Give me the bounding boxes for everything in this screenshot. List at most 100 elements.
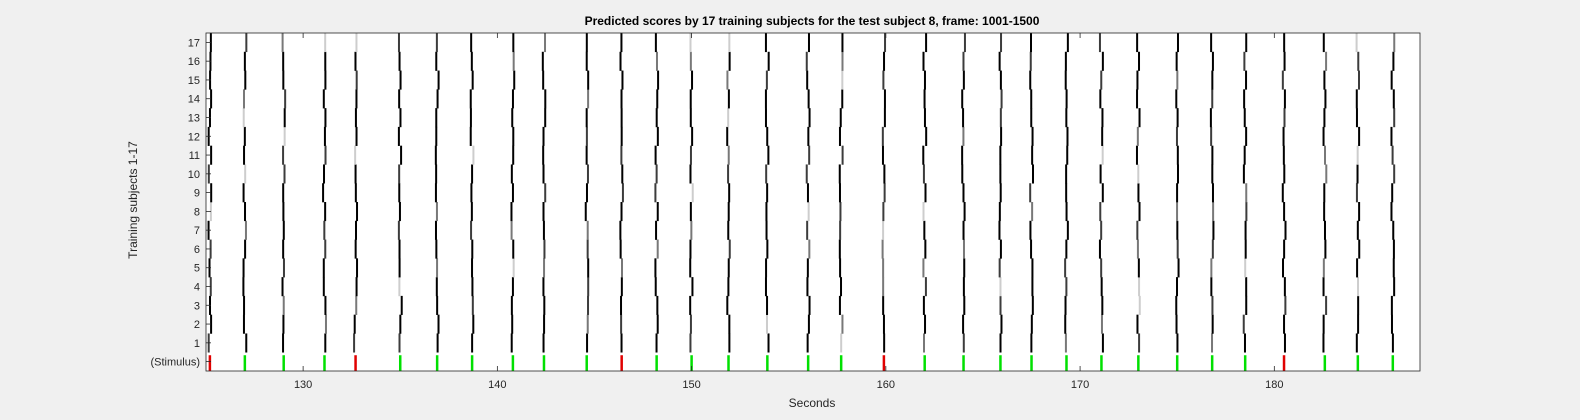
score-mark bbox=[766, 239, 769, 259]
score-mark bbox=[727, 277, 730, 297]
score-mark bbox=[1322, 33, 1325, 53]
score-mark bbox=[806, 258, 809, 278]
score-mark bbox=[543, 295, 546, 315]
y-tick-label: 9 bbox=[194, 188, 200, 200]
score-mark bbox=[471, 277, 474, 297]
score-mark bbox=[962, 220, 965, 240]
score-mark bbox=[962, 314, 965, 334]
stimulus-mark bbox=[1175, 355, 1179, 371]
score-mark bbox=[1101, 108, 1104, 128]
score-mark bbox=[807, 314, 810, 334]
y-tick-label: 2 bbox=[194, 319, 200, 331]
score-mark bbox=[1243, 89, 1246, 109]
score-mark bbox=[1066, 220, 1069, 240]
stimulus-mark bbox=[999, 355, 1002, 371]
score-mark bbox=[620, 89, 623, 109]
score-mark bbox=[1098, 239, 1101, 259]
score-mark bbox=[435, 33, 438, 53]
score-mark bbox=[322, 258, 325, 278]
score-mark bbox=[963, 202, 966, 222]
score-mark bbox=[511, 89, 514, 109]
score-mark bbox=[727, 258, 730, 278]
score-mark bbox=[542, 126, 545, 146]
score-mark bbox=[1176, 183, 1179, 203]
score-mark bbox=[436, 333, 439, 353]
score-mark bbox=[998, 220, 1001, 240]
score-mark bbox=[1324, 89, 1327, 109]
score-mark bbox=[806, 70, 809, 90]
score-mark bbox=[765, 70, 768, 90]
score-mark bbox=[469, 89, 472, 109]
x-tick-label: 180 bbox=[1265, 379, 1283, 391]
score-mark bbox=[543, 239, 546, 259]
score-mark bbox=[655, 164, 658, 184]
score-mark bbox=[620, 295, 623, 315]
score-mark bbox=[655, 51, 658, 71]
score-mark bbox=[399, 108, 402, 128]
score-mark bbox=[543, 258, 546, 278]
score-mark bbox=[1356, 258, 1359, 278]
stimulus-mark bbox=[1100, 355, 1103, 371]
score-mark bbox=[1357, 277, 1360, 297]
score-mark bbox=[620, 202, 623, 222]
score-mark bbox=[654, 145, 657, 165]
score-mark bbox=[282, 51, 285, 71]
score-mark bbox=[398, 51, 401, 71]
score-mark bbox=[1243, 51, 1246, 71]
score-mark bbox=[1100, 258, 1103, 278]
score-mark bbox=[355, 220, 358, 240]
score-mark bbox=[510, 220, 513, 240]
score-mark bbox=[1284, 220, 1287, 240]
score-mark bbox=[838, 295, 841, 315]
score-mark bbox=[324, 33, 327, 53]
score-mark bbox=[282, 295, 285, 315]
score-mark bbox=[922, 202, 925, 222]
score-mark bbox=[619, 51, 622, 71]
y-tick-label: 8 bbox=[194, 206, 200, 218]
score-mark bbox=[1283, 164, 1286, 184]
score-mark bbox=[1209, 108, 1212, 128]
stimulus-mark bbox=[1065, 355, 1068, 371]
score-mark bbox=[1244, 220, 1247, 240]
score-mark bbox=[881, 126, 884, 146]
score-mark bbox=[435, 202, 438, 222]
score-mark bbox=[210, 145, 213, 165]
score-mark bbox=[882, 295, 885, 315]
score-mark bbox=[323, 164, 326, 184]
score-mark bbox=[242, 258, 245, 278]
score-mark bbox=[838, 126, 841, 146]
score-mark bbox=[471, 239, 474, 259]
score-mark bbox=[1392, 89, 1395, 109]
score-mark bbox=[620, 314, 623, 334]
score-mark bbox=[925, 33, 928, 53]
plot-frame bbox=[205, 32, 1421, 372]
x-axis-ticks: 130 140 150 160 170 180 bbox=[294, 33, 1283, 391]
score-mark bbox=[689, 239, 692, 259]
score-mark bbox=[323, 126, 326, 146]
score-mark bbox=[728, 183, 731, 203]
score-mark bbox=[587, 89, 590, 109]
stimulus-mark bbox=[585, 355, 588, 371]
score-mark bbox=[324, 333, 327, 353]
score-mark bbox=[282, 314, 285, 334]
score-mark bbox=[808, 239, 811, 259]
score-mark bbox=[1101, 145, 1104, 165]
score-mark bbox=[397, 220, 400, 240]
score-mark bbox=[1283, 33, 1286, 53]
score-mark bbox=[1283, 239, 1286, 259]
y-tick-label: 6 bbox=[194, 244, 200, 256]
score-mark bbox=[882, 220, 885, 240]
stimulus-mark bbox=[398, 355, 402, 371]
score-mark bbox=[284, 89, 287, 109]
y-tick-label: 17 bbox=[188, 37, 200, 49]
score-mark bbox=[654, 33, 657, 53]
score-mark bbox=[922, 258, 925, 278]
score-mark bbox=[766, 183, 769, 203]
score-mark bbox=[1245, 202, 1248, 222]
score-mark bbox=[922, 145, 925, 165]
y-tick-label: 14 bbox=[188, 94, 200, 106]
score-mark bbox=[244, 70, 247, 90]
score-mark bbox=[323, 220, 326, 240]
